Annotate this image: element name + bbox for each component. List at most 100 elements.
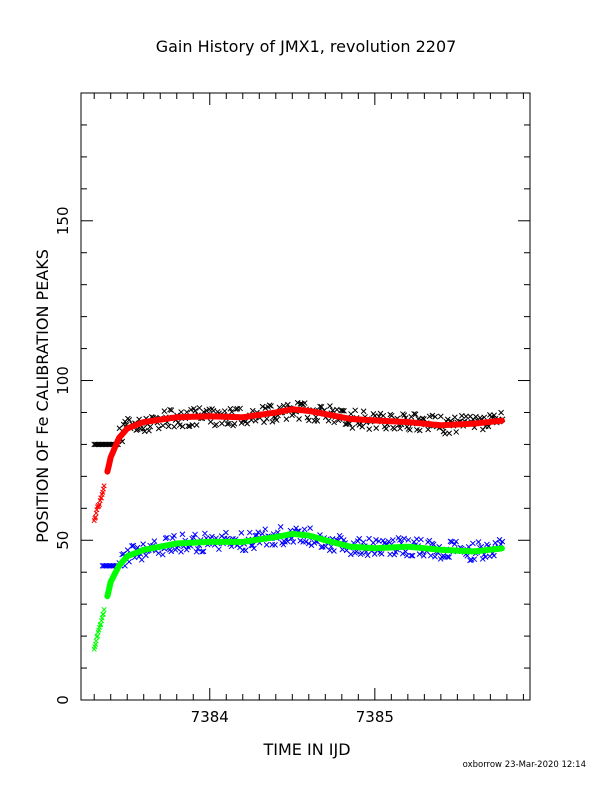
data-point-x bbox=[356, 535, 363, 542]
data-point-x bbox=[164, 534, 170, 541]
data-point-x bbox=[189, 422, 196, 428]
data-point-x bbox=[138, 556, 145, 563]
data-point-x bbox=[249, 407, 256, 414]
data-point-x bbox=[390, 537, 396, 543]
data-point-x bbox=[420, 552, 427, 559]
data-point-x bbox=[481, 414, 488, 421]
data-point-x bbox=[451, 414, 458, 421]
data-point-x bbox=[238, 530, 245, 536]
data-point-x bbox=[192, 531, 198, 538]
data-point-x bbox=[401, 535, 407, 542]
data-point-x bbox=[444, 554, 451, 560]
data-point-x bbox=[160, 422, 166, 429]
data-point-x bbox=[409, 552, 416, 559]
data-point-x bbox=[290, 539, 297, 545]
data-point-x bbox=[467, 557, 473, 564]
data-point-x bbox=[223, 529, 229, 536]
data-point-x bbox=[301, 526, 308, 533]
data-point-x bbox=[246, 529, 253, 536]
data-point-x bbox=[221, 408, 228, 414]
data-point-x bbox=[255, 529, 262, 536]
data-point-x bbox=[263, 415, 270, 422]
data-point-x bbox=[380, 412, 387, 419]
data-point-x bbox=[427, 552, 434, 559]
data-point-x bbox=[453, 429, 460, 435]
data-point-x bbox=[364, 552, 371, 559]
data-point-x bbox=[185, 423, 192, 429]
data-point-x bbox=[252, 417, 259, 424]
data-point-x bbox=[199, 548, 205, 555]
data-point-x bbox=[101, 607, 107, 613]
data-point-x bbox=[263, 541, 270, 548]
data-point-x bbox=[284, 401, 291, 408]
data-point-x bbox=[277, 524, 284, 530]
data-point-x bbox=[306, 417, 312, 424]
data-point-x bbox=[195, 546, 201, 552]
data-point-x bbox=[224, 421, 231, 427]
data-point-x bbox=[359, 550, 365, 556]
data-point-x bbox=[171, 423, 178, 430]
data-point-x bbox=[155, 550, 162, 557]
data-point-x bbox=[228, 408, 235, 415]
data-point-x bbox=[475, 539, 482, 545]
data-point-x bbox=[491, 552, 497, 559]
data-point-x bbox=[347, 551, 354, 558]
data-point-x bbox=[249, 542, 256, 549]
data-point-x bbox=[296, 416, 302, 422]
data-point-x bbox=[161, 408, 168, 414]
data-point-x bbox=[437, 413, 444, 420]
series-line bbox=[104, 530, 505, 600]
data-point-x bbox=[360, 539, 367, 546]
data-point-x bbox=[219, 420, 225, 427]
data-point-x bbox=[470, 540, 476, 547]
data-point-x bbox=[178, 409, 185, 415]
data-point-x bbox=[178, 548, 184, 555]
footer-stamp: oxborrow 23-Mar-2020 12:14 bbox=[463, 760, 586, 770]
data-point-x bbox=[373, 536, 379, 543]
data-point-x bbox=[303, 538, 309, 545]
data-point-x bbox=[190, 534, 197, 541]
data-point-x bbox=[283, 416, 290, 422]
data-point-x bbox=[193, 548, 200, 555]
data-point-x bbox=[183, 409, 190, 416]
data-point-x bbox=[216, 546, 222, 553]
data-point-x bbox=[242, 547, 249, 554]
data-point-x bbox=[408, 552, 415, 559]
plot-frame bbox=[80, 92, 531, 701]
data-point-x bbox=[186, 423, 193, 430]
data-point-x bbox=[269, 418, 276, 425]
data-point-x bbox=[100, 611, 107, 617]
data-point-x bbox=[251, 545, 257, 552]
data-point-x bbox=[471, 556, 478, 563]
data-point-x bbox=[147, 423, 154, 430]
data-point-x bbox=[453, 538, 459, 545]
data-point-x bbox=[151, 538, 158, 544]
data-point-x bbox=[407, 427, 413, 433]
data-point-x bbox=[168, 407, 175, 414]
data-point-x bbox=[331, 419, 337, 426]
data-point-x bbox=[402, 548, 409, 555]
data-point-x bbox=[155, 425, 162, 432]
data-point-x bbox=[233, 406, 239, 413]
data-point-x bbox=[140, 425, 147, 432]
data-point-x bbox=[237, 405, 243, 412]
data-point-x bbox=[399, 550, 406, 557]
data-point-x bbox=[304, 414, 311, 421]
data-point-x bbox=[496, 536, 503, 543]
data-point-x bbox=[432, 413, 439, 420]
data-point-x bbox=[92, 514, 99, 520]
data-point-x bbox=[334, 406, 340, 413]
x-tick-label: 7384 bbox=[191, 708, 229, 726]
data-point-x bbox=[307, 525, 313, 532]
series-3 bbox=[91, 530, 505, 652]
data-point-x bbox=[305, 540, 312, 547]
data-point-x bbox=[405, 537, 412, 543]
data-point-x bbox=[498, 409, 504, 416]
data-point-x bbox=[339, 407, 346, 414]
data-point-x bbox=[359, 423, 366, 430]
data-point-x bbox=[159, 551, 166, 558]
data-point-x bbox=[273, 417, 280, 423]
data-point-x bbox=[167, 406, 173, 413]
plot-area bbox=[91, 399, 506, 652]
